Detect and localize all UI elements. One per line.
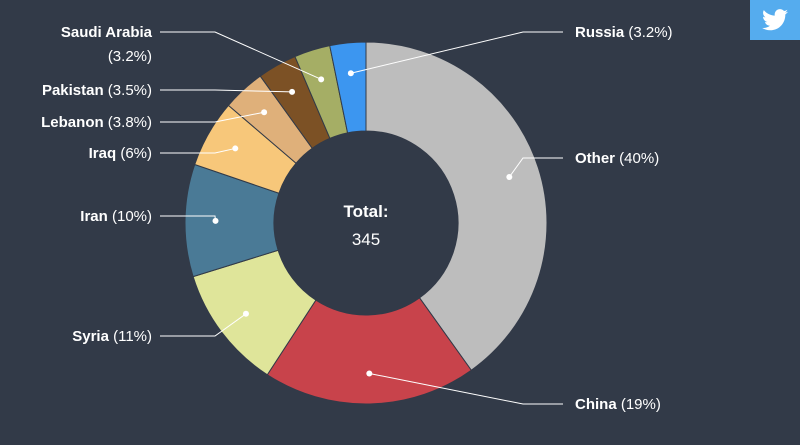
center-value: 345 xyxy=(352,230,380,249)
leader-line-saudi-arabia xyxy=(160,31,322,80)
leader-line-other xyxy=(508,157,563,178)
leader-line-pakistan xyxy=(160,89,293,93)
slice-label-pakistan: Pakistan (3.5%) xyxy=(42,82,152,99)
center-title: Total: xyxy=(343,202,388,221)
leader-line-syria xyxy=(160,313,247,337)
slice-label-syria: Syria (11%) xyxy=(72,328,152,345)
twitter-share-button[interactable] xyxy=(750,0,800,40)
leader-line-iraq xyxy=(160,147,236,154)
leader-line-lebanon xyxy=(160,111,265,123)
leader-line-china xyxy=(369,372,563,405)
slice-label-russia: Russia (3.2%) xyxy=(575,24,673,41)
leader-dot-pakistan xyxy=(289,88,296,95)
leader-dot-iraq xyxy=(232,145,239,152)
leader-dot-syria xyxy=(242,310,249,317)
slice-label-saudi-arabia: Saudi Arabia (3.2%) xyxy=(61,24,153,65)
leader-line-russia xyxy=(350,31,563,74)
slice-label-iran: Iran (10%) xyxy=(80,208,152,225)
slice-label-other: Other (40%) xyxy=(575,150,659,167)
donut-hole xyxy=(274,131,458,315)
slice-label-lebanon: Lebanon (3.8%) xyxy=(41,114,152,131)
twitter-icon xyxy=(762,9,788,31)
slice-label-iraq: Iraq (6%) xyxy=(89,145,152,162)
leader-dot-other xyxy=(506,174,513,181)
leader-dot-lebanon xyxy=(261,109,268,116)
leader-dot-russia xyxy=(347,70,354,77)
leader-dot-china xyxy=(366,370,373,377)
slice-label-china: China (19%) xyxy=(575,396,661,413)
leader-dot-saudi-arabia xyxy=(318,76,325,83)
leader-dot-iran xyxy=(212,217,219,224)
